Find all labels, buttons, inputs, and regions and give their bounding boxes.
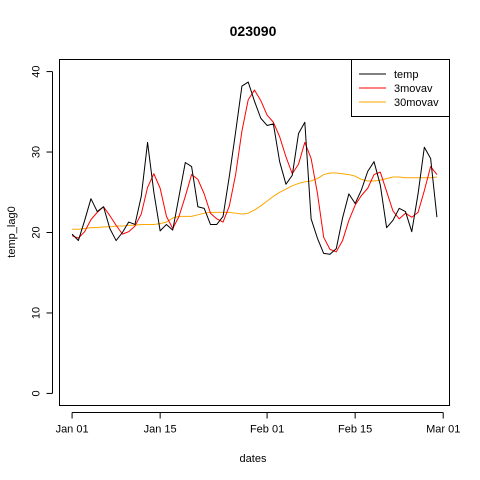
series-layer [71,81,438,255]
x-tick-label: Feb 15 [338,424,372,436]
legend-label-3movav: 3movav [394,83,433,95]
series-line-temp [71,81,438,255]
y-axis-label: temp_lag0 [6,206,18,257]
y-tick-label: 30 [31,146,43,158]
y-tick-label: 0 [31,390,43,396]
legend: temp 3movav 30movav [351,59,450,117]
series-line-30movav [72,172,437,230]
x-tick-label: Jan 15 [144,424,177,436]
x-axis-label: dates [240,453,267,465]
y-tick-label: 10 [31,307,43,319]
y-tick-label: 40 [31,65,43,77]
series-line-3movav [71,89,438,253]
x-tick-label: Jan 01 [56,424,89,436]
plot-frame [59,59,450,406]
x-tick-label: Feb 01 [250,424,284,436]
x-tick-label: Mar 01 [426,424,460,436]
legend-label-30movav: 30movav [394,97,439,109]
y-tick-label: 20 [31,226,43,238]
legend-label-temp: temp [394,69,418,81]
x-axis: Jan 01 Jan 15 Feb 01 Feb 15 Mar 01 [56,412,460,436]
chart-title: 023090 [230,23,277,39]
y-axis: 0 10 20 30 40 [31,65,53,396]
